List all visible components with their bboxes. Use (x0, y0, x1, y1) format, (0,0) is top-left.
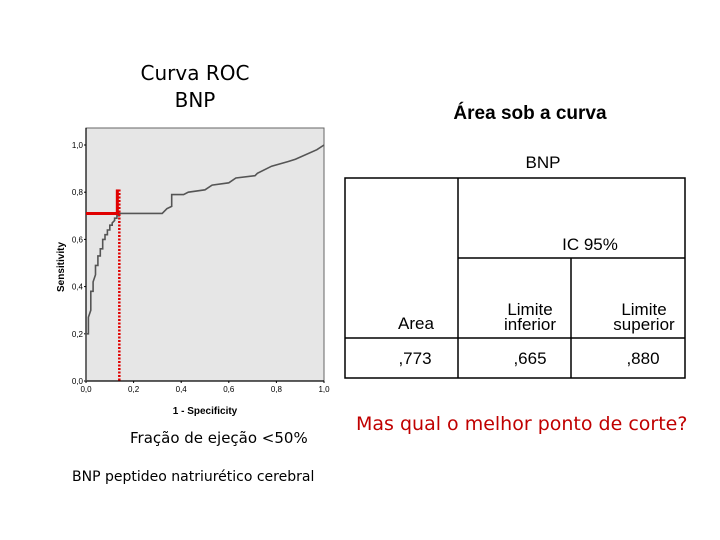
cutoff-marks (86, 189, 121, 381)
table-col-lower-line2: inferior (504, 315, 556, 334)
table-upper-value: ,880 (626, 349, 660, 368)
table-col-upper-line1: Limite (621, 300, 667, 319)
y-tick-label: 0,6 (72, 235, 84, 244)
table-col-area: Area (398, 314, 434, 333)
x-tick-label: 0,8 (271, 385, 283, 394)
x-tick-label: 0,6 (223, 385, 235, 394)
y-ticks: 0,0 0,2 0,4 0,6 0,8 1,0 (72, 141, 86, 386)
roc-curve-line (85, 144, 325, 381)
footer-bnp-definition: BNP peptideo natriurético cerebral (72, 469, 315, 485)
roc-title: Curva ROC BNP (120, 60, 270, 114)
table-border (344, 177, 686, 379)
footer-ejection-fraction: Fração de ejeção <50% (130, 429, 308, 447)
y-tick-label: 0,2 (72, 330, 84, 339)
area-title: Área sob a curva (453, 103, 607, 124)
table-variable: BNP (525, 153, 561, 172)
auc-table (344, 177, 686, 379)
table-col-upper: Limite superior (594, 300, 694, 334)
table-area-value: ,773 (398, 349, 432, 368)
roc-title-line1: Curva ROC (140, 61, 250, 85)
roc-title-line2: BNP (174, 88, 216, 112)
plot-area (85, 127, 325, 382)
y-tick-label: 0,0 (72, 377, 84, 386)
x-tick-label: 0,2 (128, 385, 140, 394)
x-axis-label: 1 - Specificity (173, 406, 238, 417)
x-ticks: 0,0 0,2 0,4 0,6 0,8 1,0 (80, 381, 330, 394)
table-col-lower: Limite inferior (480, 300, 580, 334)
y-tick-label: 0,4 (72, 283, 84, 292)
question-text: Mas qual o melhor ponto de corte? (356, 413, 688, 435)
x-tick-label: 1,0 (318, 385, 330, 394)
table-col-lower-line1: Limite (507, 300, 553, 319)
x-tick-label: 0,0 (80, 385, 92, 394)
y-tick-label: 0,8 (72, 188, 84, 197)
y-axis-label: Sensitivity (56, 242, 67, 292)
table-col-upper-line2: superior (613, 315, 675, 334)
x-tick-label: 0,4 (176, 385, 188, 394)
table-ci-header: IC 95% (562, 235, 618, 254)
y-tick-label: 1,0 (72, 141, 84, 150)
table-lower-value: ,665 (513, 349, 547, 368)
